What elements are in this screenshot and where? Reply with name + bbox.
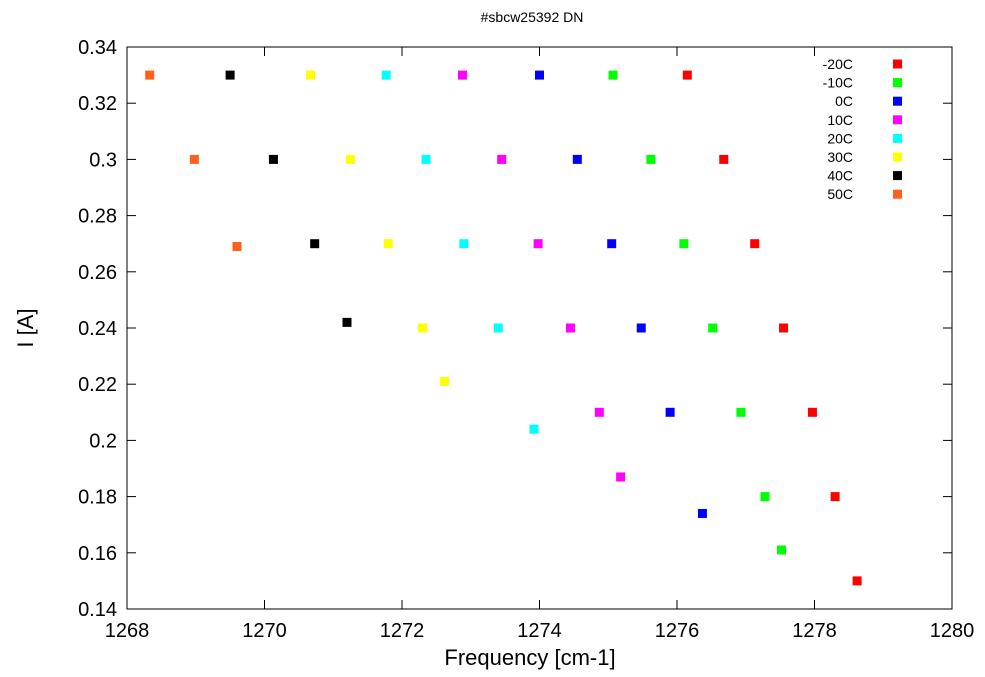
legend-swatch (893, 133, 902, 143)
x-tick-label: 1274 (517, 620, 562, 642)
data-point (682, 70, 692, 80)
chart-title: #sbcw25392 DN (481, 9, 584, 25)
legend-label: 20C (827, 130, 853, 146)
data-point (779, 323, 789, 333)
data-point (665, 407, 675, 417)
data-point (760, 492, 770, 502)
data-point (697, 508, 707, 518)
data-point (459, 239, 469, 249)
data-point (145, 70, 155, 80)
axis-ticks: 1268 1270 1272 1274 1276 1278 1280 0.14 0.16 0.18… (78, 37, 974, 642)
legend-swatch (893, 152, 902, 162)
legend-label: 30C (827, 149, 853, 165)
legend-swatch (893, 189, 902, 199)
data-point (594, 407, 604, 417)
data-point (497, 154, 507, 164)
data-point (736, 407, 746, 417)
data-point (383, 239, 393, 249)
legend-swatch (893, 59, 902, 69)
data-point (572, 154, 582, 164)
series--10C (608, 70, 786, 555)
data-point (636, 323, 646, 333)
x-tick-label: 1268 (105, 620, 150, 642)
y-tick-label: 0.26 (78, 262, 117, 284)
data-point (708, 323, 718, 333)
series-30C (306, 70, 450, 386)
legend-label: 40C (827, 168, 853, 184)
data-point (565, 323, 575, 333)
y-tick-label: 0.34 (78, 37, 117, 59)
data-point (852, 576, 862, 586)
data-point (310, 239, 320, 249)
y-tick-label: 0.24 (78, 318, 117, 340)
data-point (807, 407, 817, 417)
series-0C (535, 70, 707, 518)
data-point (493, 323, 503, 333)
legend-swatch (893, 78, 902, 88)
data-point (421, 154, 431, 164)
data-point (342, 317, 352, 327)
data-point (830, 492, 840, 502)
data-point (750, 239, 760, 249)
y-tick-label: 0.32 (78, 93, 117, 115)
y-tick-label: 0.16 (78, 543, 117, 565)
data-point (535, 70, 544, 80)
y-tick-label: 0.14 (78, 599, 117, 621)
x-tick-label: 1280 (930, 620, 975, 642)
data-point (607, 239, 617, 249)
data-point (529, 424, 539, 434)
y-tick-label: 0.28 (78, 206, 117, 228)
series-40C (225, 70, 352, 327)
data-point (418, 323, 428, 333)
data-point (345, 154, 355, 164)
data-point (306, 70, 316, 80)
legend-label: -10C (823, 75, 853, 91)
data-point (381, 70, 391, 80)
data-point (719, 154, 729, 164)
y-tick-label: 0.22 (78, 374, 117, 396)
series-10C (458, 70, 626, 482)
y-axis-label: I [A] (13, 308, 38, 347)
data-point (458, 70, 467, 80)
x-tick-label: 1270 (242, 620, 287, 642)
series-20C (381, 70, 539, 434)
data-point (646, 154, 656, 164)
x-tick-label: 1272 (380, 620, 425, 642)
data-point (189, 154, 199, 164)
legend-swatch (893, 171, 902, 181)
y-tick-label: 0.2 (89, 430, 117, 452)
x-axis-label: Frequency [cm-1] (444, 645, 615, 670)
legend: -20C -10C 0C 10C 20C 30C 40C 50C (823, 56, 902, 202)
data-point (232, 242, 242, 252)
data-point (225, 70, 235, 80)
data-point (777, 545, 786, 555)
legend-label: 50C (827, 186, 853, 202)
y-tick-label: 0.18 (78, 487, 117, 509)
series-50C (145, 70, 242, 252)
y-tick-label: 0.3 (89, 149, 117, 171)
x-tick-label: 1278 (792, 620, 837, 642)
data-point (679, 239, 689, 249)
data-point (608, 70, 618, 80)
legend-swatch (893, 115, 902, 125)
legend-label: -20C (823, 56, 853, 72)
data-point (616, 472, 626, 482)
x-tick-label: 1276 (655, 620, 700, 642)
data-point (268, 154, 278, 164)
series--20C (682, 70, 862, 586)
legend-label: 0C (835, 93, 853, 109)
data-point (533, 239, 543, 249)
data-points (145, 70, 862, 586)
data-point (440, 376, 450, 386)
legend-label: 10C (827, 112, 853, 128)
legend-swatch (893, 96, 902, 106)
